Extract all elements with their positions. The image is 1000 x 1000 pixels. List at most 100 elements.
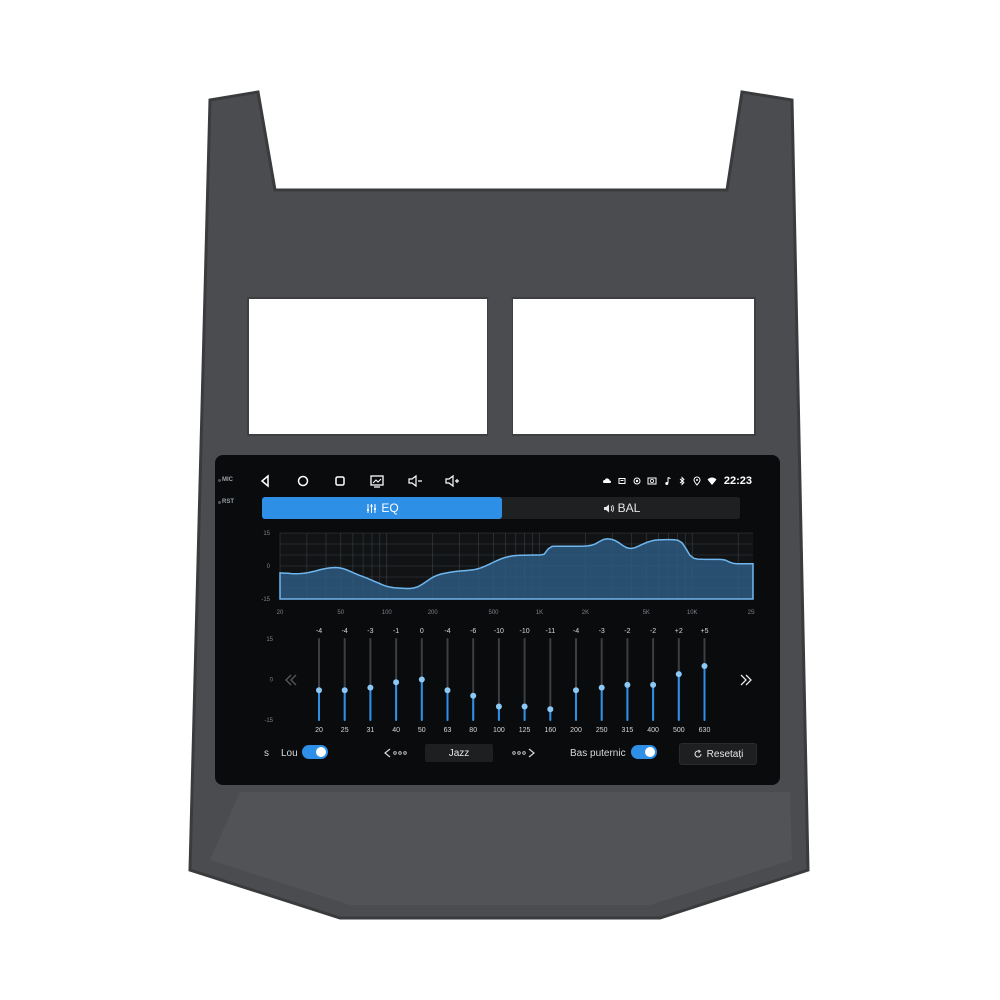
volume-up-icon[interactable] xyxy=(442,471,462,491)
gps-icon xyxy=(632,476,642,486)
rst-label: RST xyxy=(222,499,234,505)
band-value-label: -6 xyxy=(470,628,476,635)
band-frequency-label: 31 xyxy=(367,727,375,734)
band-knob xyxy=(316,687,322,694)
mode-tabs: EQ BAL xyxy=(262,497,740,519)
band-slider[interactable]: -4 200 xyxy=(570,628,582,734)
band-frequency-label: 40 xyxy=(392,727,400,734)
band-knob xyxy=(701,663,708,669)
band-frequency-label: 50 xyxy=(418,727,426,734)
prev-bands-icon[interactable] xyxy=(285,674,297,686)
curve-x-ticks: 20 50 100 200 500 1K 2K 5K 10K 25K xyxy=(277,610,755,616)
clock: 22:23 xyxy=(723,475,752,487)
location-icon xyxy=(692,476,702,486)
eq-response-chart: 15 0 -15 20 50 100 200 500 1K 2K 5K 10K 25K xyxy=(261,531,755,616)
band-frequency-label: 400 xyxy=(647,727,659,734)
band-slider[interactable]: -3 31 xyxy=(367,628,375,734)
band-frequency-label: 630 xyxy=(699,727,711,734)
band-slider[interactable]: -2 315 xyxy=(622,628,634,734)
band-knob xyxy=(418,676,425,683)
band-knob xyxy=(573,687,579,694)
partial-label: s xyxy=(264,748,269,759)
prev-preset-icon[interactable] xyxy=(383,746,409,760)
bluetooth-icon xyxy=(677,476,687,486)
vent-left xyxy=(247,297,489,436)
band-slider[interactable]: -4 25 xyxy=(341,628,349,734)
head-unit-screen: MIC RST 22:23 xyxy=(215,455,780,785)
next-preset-icon[interactable] xyxy=(510,746,536,760)
band-knob xyxy=(341,687,348,694)
curve-y-tick-label: 15 xyxy=(263,531,270,537)
band-value-label: -3 xyxy=(367,628,373,635)
band-knob xyxy=(521,703,528,710)
band-sliders: -420-425-331-140050-463-680-10100-10125-… xyxy=(315,628,710,734)
band-knob xyxy=(598,684,605,691)
status-bar: 22:23 xyxy=(602,473,752,489)
band-slider[interactable]: -6 80 xyxy=(469,628,477,734)
cloud-icon xyxy=(602,476,612,486)
screenshot-icon[interactable] xyxy=(367,471,387,491)
band-slider[interactable]: -4 63 xyxy=(444,628,452,734)
reset-button[interactable]: Resetați xyxy=(679,743,757,765)
band-slider[interactable]: 0 50 xyxy=(418,628,426,734)
band-value-label: -4 xyxy=(316,628,322,635)
band-slider[interactable]: +2 500 xyxy=(673,628,685,734)
band-slider[interactable]: -10 125 xyxy=(519,628,531,734)
curve-y-tick-label: -15 xyxy=(261,597,270,603)
bass-boost-label: Bas puternic xyxy=(570,748,626,759)
band-frequency-label: 25 xyxy=(341,727,349,734)
band-frequency-label: 20 xyxy=(315,727,323,734)
navigation-bar xyxy=(253,471,753,491)
tab-eq[interactable]: EQ xyxy=(262,497,502,519)
curve-x-tick-label: 1K xyxy=(536,610,543,616)
curve-x-tick-label: 20 xyxy=(277,610,284,616)
bass-boost-toggle[interactable] xyxy=(631,745,657,759)
bands-y-tick-label: 0 xyxy=(270,678,274,684)
tab-bal[interactable]: BAL xyxy=(502,497,740,519)
band-knob xyxy=(547,706,554,713)
band-value-label: -4 xyxy=(342,628,348,635)
band-slider[interactable]: -1 40 xyxy=(392,628,400,734)
band-value-label: -10 xyxy=(520,628,530,635)
band-knob xyxy=(470,692,477,699)
wifi-icon xyxy=(707,476,717,486)
band-frequency-label: 200 xyxy=(570,727,582,734)
recents-icon[interactable] xyxy=(330,471,350,491)
band-slider[interactable]: -3 250 xyxy=(596,628,608,734)
band-value-label: 0 xyxy=(420,628,424,635)
curve-x-tick-label: 25K xyxy=(748,610,755,616)
band-knob xyxy=(624,681,631,688)
vent-right xyxy=(511,297,756,436)
camera-icon xyxy=(647,476,657,486)
rst-dot[interactable] xyxy=(218,501,221,504)
band-slider[interactable]: -10 100 xyxy=(493,628,505,734)
next-bands-icon[interactable] xyxy=(740,674,752,686)
band-frequency-label: 160 xyxy=(544,727,556,734)
band-frequency-label: 100 xyxy=(493,727,505,734)
back-icon[interactable] xyxy=(255,471,275,491)
loudness-toggle[interactable] xyxy=(302,745,328,759)
band-slider[interactable]: -4 20 xyxy=(315,628,323,734)
band-value-label: -2 xyxy=(624,628,630,635)
band-frequency-label: 63 xyxy=(444,727,452,734)
mic-label: MIC xyxy=(222,477,233,483)
curve-x-tick-label: 50 xyxy=(337,610,344,616)
band-value-label: -11 xyxy=(545,628,555,635)
bands-y-tick-label: 15 xyxy=(266,637,273,643)
volume-down-icon[interactable] xyxy=(405,471,425,491)
sd-card-icon xyxy=(617,476,627,486)
reset-icon xyxy=(694,749,702,758)
home-icon[interactable] xyxy=(293,471,313,491)
band-slider[interactable]: -11 160 xyxy=(544,628,556,734)
curve-x-tick-label: 10K xyxy=(687,610,698,616)
band-slider[interactable]: +5 630 xyxy=(699,628,711,734)
band-slider[interactable]: -2 400 xyxy=(647,628,659,734)
eq-bands-chart: 150-15 -420-425-331-140050-463-680-10100… xyxy=(264,628,752,734)
band-frequency-label: 315 xyxy=(622,727,634,734)
band-value-label: -4 xyxy=(573,628,579,635)
band-frequency-label: 250 xyxy=(596,727,608,734)
band-knob xyxy=(650,681,657,688)
eq-controls: s Lou Jazz Bas puternic Resetați xyxy=(215,740,780,766)
bands-y-ticks: 15 0 -15 xyxy=(264,637,273,724)
preset-name[interactable]: Jazz xyxy=(425,744,493,762)
